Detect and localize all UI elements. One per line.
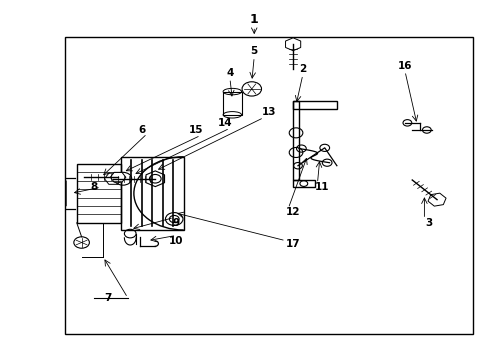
Polygon shape xyxy=(104,173,122,184)
Bar xyxy=(292,102,336,109)
Bar xyxy=(292,102,298,180)
Text: 2: 2 xyxy=(299,64,306,74)
Bar xyxy=(292,180,314,187)
Text: 13: 13 xyxy=(261,107,276,117)
Text: 12: 12 xyxy=(285,207,300,217)
Text: 5: 5 xyxy=(250,46,257,57)
Text: 1: 1 xyxy=(249,13,258,26)
Bar xyxy=(77,164,120,223)
Text: 6: 6 xyxy=(139,125,146,135)
Text: 14: 14 xyxy=(217,118,232,128)
Text: 15: 15 xyxy=(188,125,203,135)
Text: 4: 4 xyxy=(226,68,233,78)
Text: 11: 11 xyxy=(314,182,329,192)
Polygon shape xyxy=(285,38,300,51)
Text: 16: 16 xyxy=(397,61,411,71)
Polygon shape xyxy=(110,172,125,182)
Text: 10: 10 xyxy=(169,236,183,246)
Text: 9: 9 xyxy=(173,218,180,228)
Text: 8: 8 xyxy=(90,182,97,192)
Bar xyxy=(223,91,241,115)
Text: 7: 7 xyxy=(104,293,112,303)
Text: 3: 3 xyxy=(425,218,432,228)
Polygon shape xyxy=(427,193,445,206)
Text: 17: 17 xyxy=(285,239,300,249)
Bar xyxy=(120,157,183,230)
Bar xyxy=(64,37,472,334)
